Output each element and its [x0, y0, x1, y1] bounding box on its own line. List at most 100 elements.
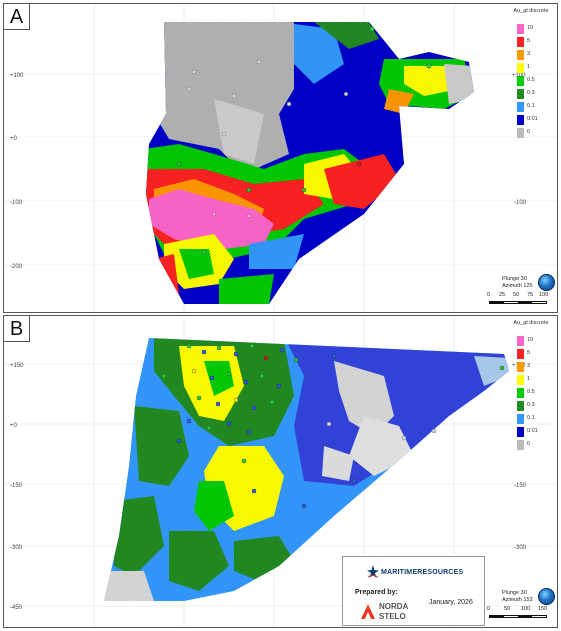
legend-row: 0.5 [517, 388, 551, 398]
orientation-a: Plunge 30 Azimuth 125 0 25 50 75 100 [484, 272, 556, 308]
panel-b: B [3, 315, 558, 628]
panel-label-a: A [4, 4, 30, 30]
legend-row: 0 [517, 440, 551, 450]
legend-row: 10 [517, 24, 551, 34]
y-tick-b-right-2: -300 [514, 545, 527, 551]
legend-value: 10 [527, 337, 534, 343]
scale-label: 25 [499, 292, 506, 298]
legend-value: 0 [527, 441, 531, 447]
credit-box: MARITIMERESOURCES Prepared by: January, … [342, 556, 485, 626]
plunge-label-a: Plunge 30 [502, 276, 527, 282]
globe-orientation-icon [538, 588, 555, 605]
consultant-name-line2: STELO [379, 612, 406, 621]
legend-row: 0.5 [517, 76, 551, 86]
legend-row: 5 [517, 37, 551, 47]
scale-label: 75 [527, 292, 534, 298]
scale-label: 50 [513, 292, 520, 298]
drillhole-markers-b [161, 343, 505, 509]
globe-orientation-icon [538, 274, 555, 291]
legend-value: 0.3 [527, 90, 535, 96]
legend-value: 0.5 [527, 77, 535, 83]
legend-value: 0.3 [527, 402, 535, 408]
legend-swatch [517, 349, 524, 359]
consultant-name-line1: NORDA [379, 602, 409, 611]
y-tick-a-right-1: -100 [514, 200, 527, 206]
legend-swatch [517, 414, 524, 424]
scale-label: 100 [521, 606, 531, 612]
legend-swatch [517, 76, 524, 86]
legend-swatch [517, 102, 524, 112]
legend-value: 0.1 [527, 415, 535, 421]
legend-swatch [517, 128, 524, 138]
norda-stelo-logo-icon [361, 604, 375, 619]
legend-value: 3 [527, 363, 531, 369]
legend-row: 0.1 [517, 414, 551, 424]
legend-row: 3 [517, 362, 551, 372]
legend-title-b: Au_gt discrete [513, 320, 549, 326]
scale-label: 0 [487, 606, 491, 612]
legend-value: 5 [527, 350, 531, 356]
scale-label: 0 [487, 292, 491, 298]
azimuth-label-b: Azimuth 153 [502, 597, 533, 603]
scale-label: 50 [504, 606, 511, 612]
legend-value: 0.5 [527, 389, 535, 395]
legend-a: Au_gt discrete 10 5 3 1 0.5 0.3 0.1 0.01… [513, 8, 551, 148]
legend-row: 0.3 [517, 89, 551, 99]
legend-value: 0.01 [527, 116, 538, 122]
block-model-view-a: +100 +0 -100 -200 +100 -100 [4, 4, 557, 312]
legend-value: 3 [527, 51, 531, 57]
legend-swatch [517, 63, 524, 73]
scale-bar-b [489, 615, 547, 618]
legend-swatch [517, 401, 524, 411]
orientation-b: Plunge 30 Azimuth 153 0 50 100 150 [484, 586, 556, 622]
legend-value: 0.01 [527, 428, 538, 434]
legend-row: 10 [517, 336, 551, 346]
legend-swatch [517, 440, 524, 450]
azimuth-label-a: Azimuth 125 [502, 283, 533, 289]
legend-row: 3 [517, 50, 551, 60]
y-tick-b-left-1: +0 [10, 423, 18, 429]
legend-b: Au_gt discrete 10 5 3 1 0.5 0.3 0.1 0.01… [513, 320, 551, 460]
legend-swatch [517, 375, 524, 385]
y-tick-a-left-2: -100 [10, 200, 23, 206]
y-tick-b-left-3: -300 [10, 545, 23, 551]
legend-title-a: Au_gt discrete [513, 8, 549, 14]
scale-label: 150 [538, 606, 548, 612]
legend-swatch [517, 24, 524, 34]
scale-bar-a [489, 301, 547, 304]
y-tick-a-left-1: +0 [10, 136, 18, 142]
legend-row: 5 [517, 349, 551, 359]
legend-row: 0.1 [517, 102, 551, 112]
legend-swatch [517, 115, 524, 125]
panel-label-b: B [4, 316, 30, 342]
maritime-star-logo-icon [367, 565, 379, 578]
legend-swatch [517, 336, 524, 346]
legend-swatch [517, 427, 524, 437]
y-tick-b-left-2: -150 [10, 483, 23, 489]
legend-value: 1 [527, 64, 531, 70]
scale-label: 100 [539, 292, 549, 298]
legend-row: 0.01 [517, 115, 551, 125]
report-date: January, 2026 [429, 599, 473, 606]
legend-value: 5 [527, 38, 531, 44]
y-tick-a-left-0: +100 [10, 73, 24, 79]
legend-swatch [517, 362, 524, 372]
legend-swatch [517, 388, 524, 398]
prepared-by-label: Prepared by: [355, 589, 398, 596]
legend-value: 0 [527, 129, 531, 135]
legend-swatch [517, 50, 524, 60]
legend-swatch [517, 89, 524, 99]
y-tick-a-left-3: -200 [10, 264, 23, 270]
legend-value: 10 [527, 25, 534, 31]
y-tick-b-left-4: -450 [10, 605, 23, 611]
y-tick-b-right-1: -150 [514, 483, 527, 489]
legend-swatch [517, 37, 524, 47]
legend-row: 1 [517, 375, 551, 385]
legend-value: 0.1 [527, 103, 535, 109]
company-name: MARITIMERESOURCES [381, 569, 464, 576]
grade-shell-a [146, 22, 474, 304]
legend-row: 1 [517, 63, 551, 73]
y-tick-b-left-0: +150 [10, 363, 24, 369]
legend-value: 1 [527, 376, 531, 382]
legend-row: 0 [517, 128, 551, 138]
